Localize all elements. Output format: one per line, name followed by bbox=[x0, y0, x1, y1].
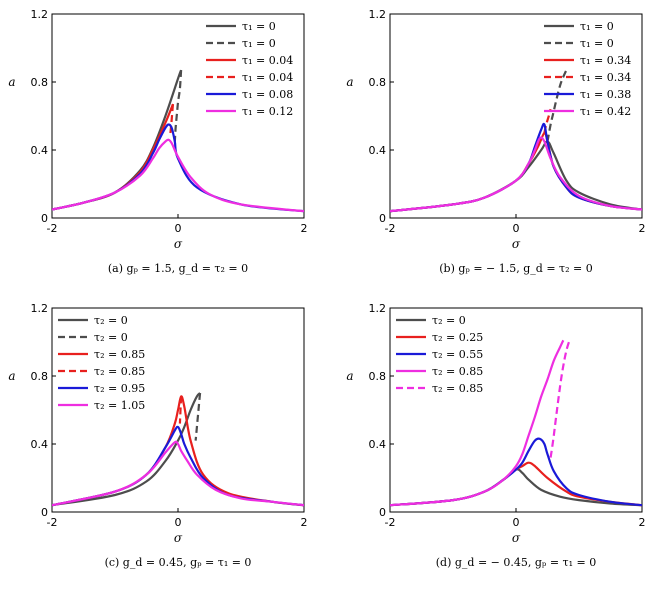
legend-label: τ₂ = 0 bbox=[94, 331, 128, 344]
y-tick-label: 0.8 bbox=[369, 370, 387, 383]
series-line bbox=[390, 122, 642, 213]
y-axis-label: a bbox=[8, 369, 15, 383]
panel-caption: (b) gₚ = − 1.5, g_d = τ₂ = 0 bbox=[439, 262, 592, 275]
y-tick-label: 0.4 bbox=[369, 144, 387, 157]
legend-label: τ₂ = 0.85 bbox=[94, 348, 145, 361]
legend-label: τ₂ = 0.95 bbox=[94, 382, 145, 395]
x-tick-label: 0 bbox=[175, 222, 182, 235]
series-line bbox=[390, 339, 565, 507]
series-line bbox=[390, 437, 642, 507]
y-tick-label: 0.4 bbox=[31, 144, 49, 157]
series-line bbox=[52, 440, 304, 507]
legend-label: τ₁ = 0.08 bbox=[242, 88, 293, 101]
x-tick-label: 0 bbox=[513, 222, 520, 235]
series-line bbox=[549, 339, 571, 458]
y-tick-label: 0 bbox=[379, 212, 386, 225]
legend-label: τ₁ = 0.04 bbox=[242, 54, 293, 67]
y-tick-label: 0.8 bbox=[31, 76, 49, 89]
x-tick-label: 0 bbox=[175, 516, 182, 529]
legend-label: τ₂ = 0.85 bbox=[94, 365, 145, 378]
legend-label: τ₁ = 0.04 bbox=[242, 71, 293, 84]
x-tick-label: 0 bbox=[513, 516, 520, 529]
x-tick-label: -2 bbox=[385, 516, 396, 529]
x-axis-label: σ bbox=[174, 237, 183, 251]
legend-label: τ₁ = 0.12 bbox=[242, 105, 293, 118]
series-line bbox=[52, 123, 304, 213]
x-axis-label: σ bbox=[512, 531, 521, 545]
y-tick-label: 0.4 bbox=[369, 438, 387, 451]
y-tick-label: 0 bbox=[41, 212, 48, 225]
series-line bbox=[546, 69, 568, 142]
y-tick-label: 1.2 bbox=[31, 8, 49, 21]
panel-caption: (a) gₚ = 1.5, g_d = τ₂ = 0 bbox=[108, 262, 248, 275]
series-line bbox=[390, 140, 642, 213]
series-line bbox=[194, 392, 202, 441]
x-tick-label: -2 bbox=[47, 516, 58, 529]
legend-label: τ₂ = 0.25 bbox=[432, 331, 483, 344]
series-line bbox=[390, 131, 642, 213]
legend-label: τ₁ = 0.34 bbox=[580, 71, 631, 84]
plot-frame bbox=[389, 307, 643, 513]
legend-label: τ₁ = 0 bbox=[580, 20, 614, 33]
y-tick-label: 0 bbox=[379, 506, 386, 519]
legend-label: τ₁ = 0 bbox=[242, 20, 276, 33]
y-tick-label: 1.2 bbox=[369, 8, 387, 21]
x-tick-label: -2 bbox=[385, 222, 396, 235]
legend-label: τ₂ = 0 bbox=[94, 314, 128, 327]
series-line bbox=[52, 395, 304, 507]
y-axis-label: a bbox=[346, 75, 353, 89]
y-tick-label: 1.2 bbox=[369, 302, 387, 315]
x-tick-label: 2 bbox=[639, 222, 646, 235]
legend-label: τ₁ = 0 bbox=[580, 37, 614, 50]
x-tick-label: 2 bbox=[301, 516, 308, 529]
legend-label: τ₂ = 0.85 bbox=[432, 365, 483, 378]
y-tick-label: 0 bbox=[41, 506, 48, 519]
legend-label: τ₂ = 0.55 bbox=[432, 348, 483, 361]
x-tick-label: 2 bbox=[639, 516, 646, 529]
y-axis-label: a bbox=[8, 75, 15, 89]
x-axis-label: σ bbox=[174, 531, 183, 545]
series-line bbox=[169, 103, 175, 134]
legend-label: τ₂ = 0.85 bbox=[432, 382, 483, 395]
y-tick-label: 1.2 bbox=[31, 302, 49, 315]
y-axis-label: a bbox=[346, 369, 353, 383]
x-tick-label: 2 bbox=[301, 222, 308, 235]
x-tick-label: -2 bbox=[47, 222, 58, 235]
series-line bbox=[390, 136, 642, 213]
y-tick-label: 0.8 bbox=[369, 76, 387, 89]
legend-label: τ₁ = 0.34 bbox=[580, 54, 631, 67]
legend-label: τ₁ = 0 bbox=[242, 37, 276, 50]
series-line bbox=[52, 392, 201, 507]
series-line bbox=[52, 138, 304, 213]
panel-caption: (d) g_d = − 0.45, gₚ = τ₁ = 0 bbox=[436, 556, 596, 569]
x-axis-label: σ bbox=[512, 237, 521, 251]
series-line bbox=[173, 70, 183, 142]
legend-label: τ₁ = 0.42 bbox=[580, 105, 631, 118]
legend-label: τ₁ = 0.38 bbox=[580, 88, 631, 101]
panel-caption: (c) g_d = 0.45, gₚ = τ₁ = 0 bbox=[105, 556, 252, 569]
series-line bbox=[52, 69, 183, 211]
legend-label: τ₂ = 1.05 bbox=[94, 399, 145, 412]
series-line bbox=[178, 396, 183, 424]
y-tick-label: 0.4 bbox=[31, 438, 49, 451]
legend-label: τ₂ = 0 bbox=[432, 314, 466, 327]
y-tick-label: 0.8 bbox=[31, 370, 49, 383]
